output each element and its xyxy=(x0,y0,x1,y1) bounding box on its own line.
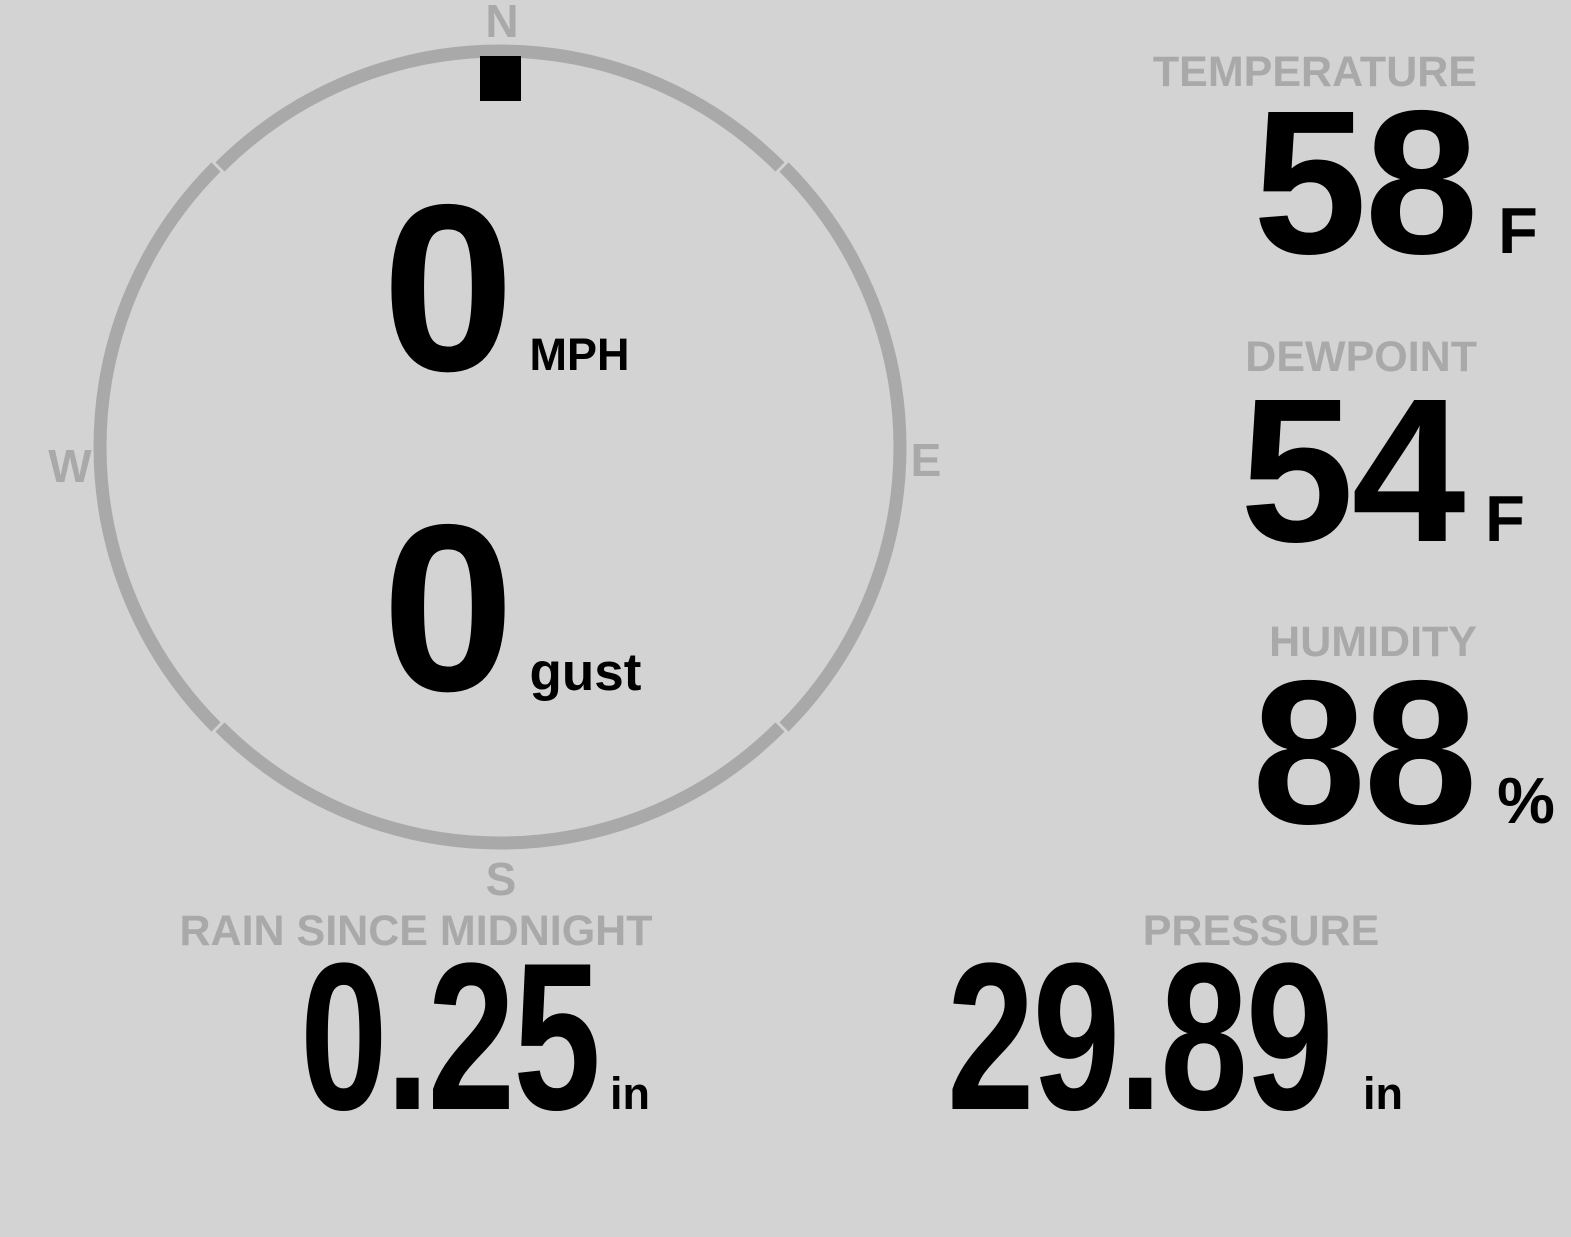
rain-since-midnight-value: 0.25 xyxy=(300,919,601,1154)
compass-west-label: W xyxy=(48,440,92,492)
humidity-value: 88 xyxy=(1252,638,1478,867)
compass-arc-east xyxy=(779,162,907,732)
compass-arc-south xyxy=(215,722,785,850)
dewpoint-label: DEWPOINT xyxy=(1245,333,1477,381)
pressure-label: PRESSURE xyxy=(1142,907,1380,955)
temperature-reading: 58 F xyxy=(1253,80,1538,285)
humidity-unit: % xyxy=(1497,764,1555,837)
wind-speed-unit: MPH xyxy=(529,329,630,380)
temperature-value: 58 xyxy=(1253,68,1479,297)
compass-arc-west xyxy=(93,162,221,732)
compass-south-label: S xyxy=(485,853,517,905)
humidity-reading: 88 % xyxy=(1252,650,1555,855)
wind-gust-unit: gust xyxy=(529,643,642,702)
compass-north-label: N xyxy=(485,0,519,47)
wind-speed-reading: 0 MPH xyxy=(382,170,630,408)
wind-gust-reading: 0 gust xyxy=(382,490,641,728)
temperature-label: TEMPERATURE xyxy=(1152,48,1477,96)
humidity-label: HUMIDITY xyxy=(1269,618,1477,666)
dewpoint-unit: F xyxy=(1485,482,1525,555)
dewpoint-value: 54 xyxy=(1240,356,1466,585)
temperature-unit: F xyxy=(1498,194,1538,267)
compass-east-label: E xyxy=(910,434,942,486)
wind-direction-marker-icon xyxy=(480,56,521,101)
rain-since-midnight-label: RAIN SINCE MIDNIGHT xyxy=(179,907,653,955)
wind-gust-value: 0 xyxy=(382,476,514,741)
pressure-reading: 29.89 in xyxy=(947,932,1403,1142)
pressure-unit: in xyxy=(1363,1068,1403,1119)
pressure-value: 29.89 xyxy=(947,919,1334,1154)
rain-since-midnight-unit: in xyxy=(610,1068,650,1119)
dewpoint-reading: 54 F xyxy=(1240,368,1525,573)
wind-speed-value: 0 xyxy=(382,156,514,421)
rain-since-midnight-reading: 0.25 in xyxy=(300,932,650,1142)
